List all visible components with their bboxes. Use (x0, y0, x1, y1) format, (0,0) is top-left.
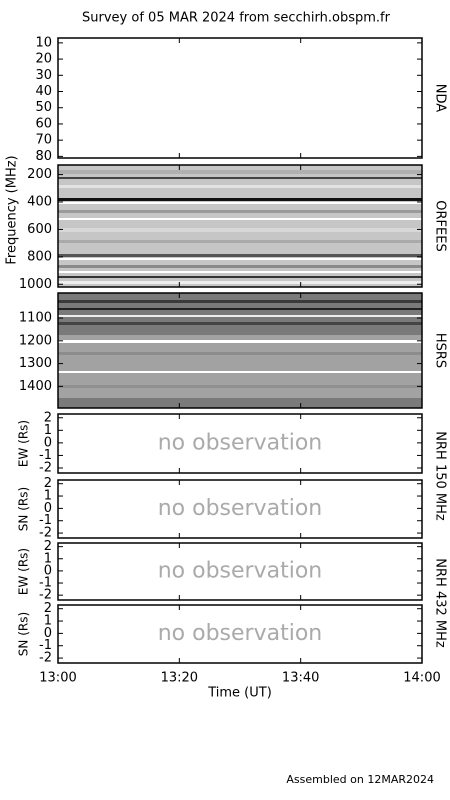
panel-frame (57, 292, 423, 409)
chart-title: Survey of 05 MAR 2024 from secchirh.obsp… (82, 11, 391, 26)
y-tick-label: 1100 (19, 311, 52, 326)
y-tick-label: 0 (44, 563, 52, 578)
y-tick-label: 2 (44, 601, 52, 616)
y-tick-label: 1200 (19, 333, 52, 348)
y-tick-label: 1 (44, 423, 52, 438)
y-tick-label: -1 (39, 638, 52, 653)
y-tick-label: 1 (44, 551, 52, 566)
y-tick-label: -1 (39, 576, 52, 591)
y-tick-label: 1 (44, 614, 52, 629)
annotation: no observation (158, 559, 323, 584)
y-tick-label: 1300 (19, 356, 52, 371)
y-tick-label: -1 (39, 513, 52, 528)
panel-y-label: SN (Rs) (17, 487, 31, 531)
panel-y-label: SN (Rs) (17, 612, 31, 656)
x-tick-label: 13:20 (161, 671, 198, 686)
spectrogram (58, 293, 422, 408)
y-tick-label: -2 (39, 651, 52, 666)
y-tick-label: 60 (35, 116, 52, 131)
footer: Assembled on 12MAR2024 (286, 773, 434, 786)
y-tick-label: 0 (44, 501, 52, 516)
x-axis-label: Time (UT) (207, 686, 272, 701)
panel-frame (57, 164, 423, 288)
annotation: no observation (158, 621, 323, 646)
y-tick-label: -2 (39, 526, 52, 541)
y-tick-label: 70 (35, 133, 52, 148)
y-tick-label: 20 (35, 52, 52, 67)
y-tick-label: 1 (44, 489, 52, 504)
y-tick-label: -2 (39, 588, 52, 603)
y-tick-label: 80 (35, 149, 52, 164)
panel-frame (57, 604, 423, 664)
instrument-label: NRH 432 MHz (433, 558, 448, 648)
y-tick-label: 200 (27, 167, 52, 182)
y-tick-label: 2 (44, 476, 52, 491)
y-tick-label: 2 (44, 539, 52, 554)
y-tick-label: 600 (27, 222, 52, 237)
panel-frame (57, 413, 423, 474)
y-tick-label: 1400 (19, 379, 52, 394)
y-axis-label: Frequency (MHz) (5, 155, 20, 264)
y-tick-label: 50 (35, 100, 52, 115)
panel-name: HSRS (433, 333, 448, 368)
annotation: no observation (158, 496, 323, 521)
panel-y-label: EW (Rs) (17, 420, 31, 467)
x-tick-label: 13:40 (282, 671, 319, 686)
y-tick-label: 30 (35, 68, 52, 83)
x-tick-label: 14:00 (403, 671, 440, 686)
y-tick-label: 2 (44, 410, 52, 425)
y-tick-label: 1000 (19, 277, 52, 292)
y-tick-label: 10 (35, 35, 52, 50)
y-tick-label: 0 (44, 626, 52, 641)
panel-frame (57, 542, 423, 601)
panel-y-label: EW (Rs) (17, 548, 31, 595)
panel-frame (57, 479, 423, 539)
panel-frame (57, 37, 423, 159)
y-tick-label: 400 (27, 195, 52, 210)
y-tick-label: 0 (44, 435, 52, 450)
annotation: no observation (158, 431, 323, 456)
y-tick-label: -1 (39, 448, 52, 463)
x-tick-label: 13:00 (39, 671, 76, 686)
y-tick-label: 40 (35, 84, 52, 99)
spectrogram (58, 165, 422, 287)
y-tick-label: -2 (39, 460, 52, 475)
panel-name: ORFEES (433, 200, 448, 251)
y-tick-label: 800 (27, 249, 52, 264)
panel-name: NDA (433, 84, 448, 113)
instrument-label: NRH 150 MHz (433, 431, 448, 521)
